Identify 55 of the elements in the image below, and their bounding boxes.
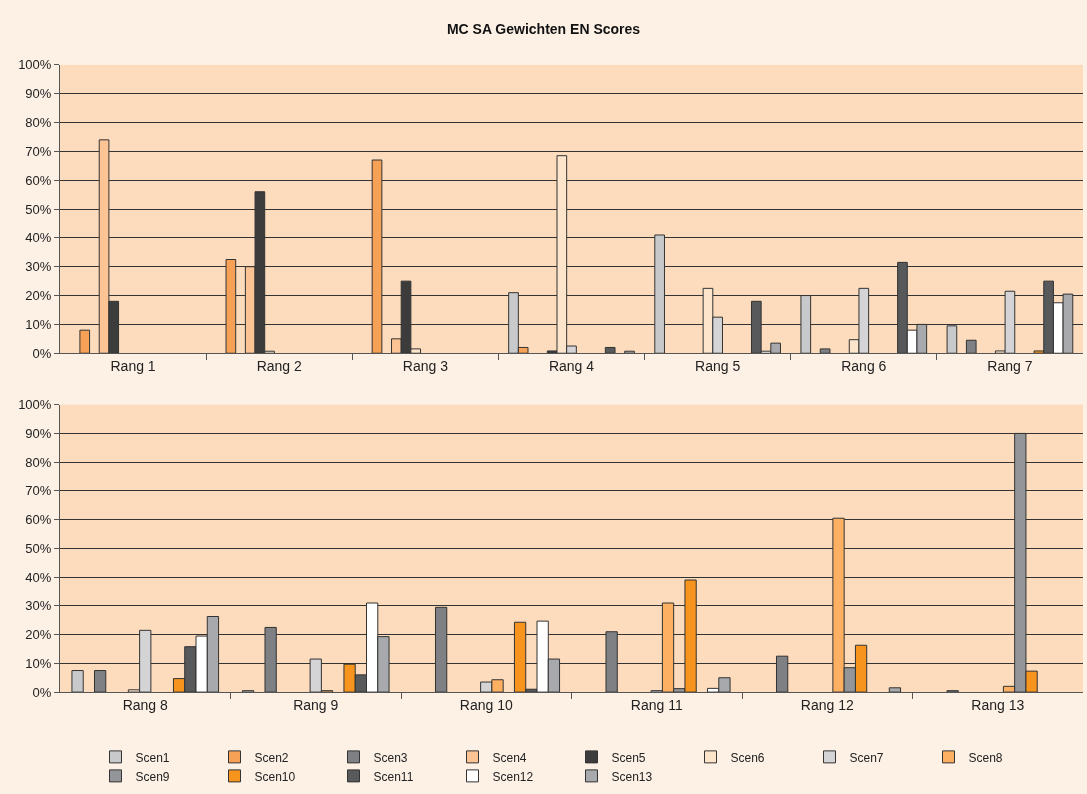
legend-label: Scen8 (968, 750, 1003, 765)
y-tick-label: 90% (25, 86, 52, 102)
y-tick-label: 70% (25, 483, 52, 499)
legend-label: Scen1 (135, 750, 170, 765)
bar (79, 329, 91, 354)
y-tick-label: 0% (32, 345, 52, 361)
y-tick-label: 50% (25, 201, 52, 217)
y-tick-label: 10% (25, 316, 52, 332)
y-tick-label: 50% (25, 540, 52, 556)
y-tick-label: 20% (25, 288, 52, 304)
legend-label: Scen6 (730, 750, 765, 765)
x-tick-label: Rang 10 (459, 696, 513, 713)
bar (93, 670, 107, 693)
y-tick-label: 100% (18, 57, 52, 73)
x-tick-label: Rang 5 (695, 358, 741, 375)
x-tick-label: Rang 6 (841, 358, 887, 375)
legend-label: Scen13 (611, 769, 653, 784)
x-tick-label: Rang 9 (293, 696, 339, 713)
y-tick-label: 100% (18, 397, 52, 413)
legend-label: Scen10 (254, 769, 296, 784)
x-tick-label: Rang 12 (800, 696, 854, 713)
legend-label: Scen5 (611, 750, 646, 765)
y-tick-label: 90% (25, 425, 52, 441)
bar (888, 687, 902, 693)
y-tick-label: 70% (25, 143, 52, 159)
y-tick-label: 30% (25, 598, 52, 614)
y-tick-label: 20% (25, 627, 52, 643)
bar (965, 339, 977, 354)
bar (71, 670, 84, 693)
legend-label: Scen3 (373, 750, 408, 765)
x-tick-label: Rang 4 (548, 358, 595, 375)
legend-label: Scen4 (492, 750, 527, 765)
x-tick-label: Rang 8 (122, 696, 169, 713)
x-tick-label: Rang 3 (402, 358, 449, 375)
chart-title: MC SA Gewichten EN Scores (446, 20, 641, 37)
legend-label: Scen9 (135, 769, 170, 784)
x-tick-label: Rang 11 (630, 696, 683, 713)
y-tick-label: 0% (32, 684, 52, 700)
y-tick-label: 80% (25, 115, 52, 131)
x-tick-label: Rang 7 (987, 358, 1033, 375)
x-tick-label: Rang 1 (110, 358, 156, 375)
legend-label: Scen12 (492, 769, 534, 784)
legend-label: Scen2 (254, 750, 289, 765)
x-tick-label: Rang 13 (971, 696, 1025, 713)
y-tick-label: 40% (25, 230, 52, 246)
y-tick-label: 30% (25, 259, 52, 275)
y-tick-label: 60% (25, 172, 52, 188)
legend-label: Scen7 (849, 750, 884, 765)
y-tick-label: 10% (25, 655, 52, 671)
y-tick-label: 40% (25, 569, 52, 585)
x-tick-label: Rang 2 (256, 358, 302, 375)
y-tick-label: 60% (25, 512, 52, 528)
bar (819, 348, 831, 354)
legend-label: Scen11 (373, 769, 414, 784)
y-tick-label: 80% (25, 454, 52, 470)
